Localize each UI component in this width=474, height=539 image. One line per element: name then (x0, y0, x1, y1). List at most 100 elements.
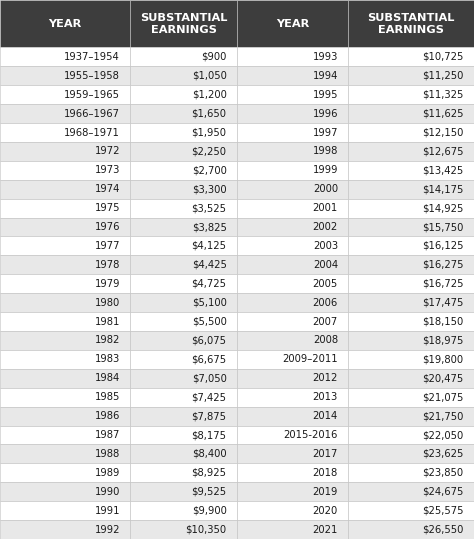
Bar (0, 142, 130, 161)
Text: $18,975: $18,975 (422, 335, 464, 345)
Text: 1981: 1981 (94, 316, 120, 327)
Bar (348, 274, 474, 293)
Bar (130, 0, 237, 47)
Bar (237, 274, 348, 293)
Text: 1973: 1973 (94, 165, 120, 175)
Text: 2020: 2020 (313, 506, 338, 516)
Bar (130, 388, 237, 406)
Text: $21,750: $21,750 (422, 411, 464, 421)
Bar (0, 406, 130, 426)
Bar (348, 142, 474, 161)
Text: 1998: 1998 (312, 147, 338, 156)
Bar (237, 369, 348, 388)
Bar (237, 104, 348, 123)
Bar (237, 123, 348, 142)
Bar (0, 445, 130, 464)
Text: 1976: 1976 (94, 222, 120, 232)
Text: 1994: 1994 (312, 71, 338, 81)
Bar (348, 312, 474, 331)
Text: 2000: 2000 (313, 184, 338, 194)
Text: $8,400: $8,400 (192, 449, 227, 459)
Text: $1,650: $1,650 (191, 108, 227, 119)
Bar (237, 142, 348, 161)
Text: 1992: 1992 (94, 524, 120, 535)
Bar (130, 482, 237, 501)
Bar (0, 199, 130, 218)
Bar (237, 331, 348, 350)
Text: 1975: 1975 (94, 203, 120, 213)
Bar (130, 142, 237, 161)
Text: $10,725: $10,725 (422, 52, 464, 62)
Text: $10,350: $10,350 (185, 524, 227, 535)
Text: $23,625: $23,625 (422, 449, 464, 459)
Text: $14,175: $14,175 (422, 184, 464, 194)
Text: $3,525: $3,525 (191, 203, 227, 213)
Text: 2014: 2014 (313, 411, 338, 421)
Bar (348, 293, 474, 312)
Bar (237, 0, 348, 47)
Text: 1974: 1974 (94, 184, 120, 194)
Text: $9,525: $9,525 (191, 487, 227, 497)
Text: 1997: 1997 (312, 128, 338, 137)
Text: $1,950: $1,950 (191, 128, 227, 137)
Text: 1999: 1999 (312, 165, 338, 175)
Bar (237, 501, 348, 520)
Bar (237, 85, 348, 104)
Bar (348, 0, 474, 47)
Bar (237, 482, 348, 501)
Text: 1995: 1995 (312, 89, 338, 100)
Text: 1987: 1987 (94, 430, 120, 440)
Text: 2018: 2018 (313, 468, 338, 478)
Bar (130, 85, 237, 104)
Bar (130, 312, 237, 331)
Bar (348, 520, 474, 539)
Text: 1986: 1986 (94, 411, 120, 421)
Text: $8,925: $8,925 (191, 468, 227, 478)
Bar (348, 66, 474, 85)
Bar (0, 293, 130, 312)
Bar (348, 47, 474, 66)
Bar (348, 426, 474, 445)
Bar (237, 312, 348, 331)
Text: $11,325: $11,325 (422, 89, 464, 100)
Bar (348, 199, 474, 218)
Bar (237, 388, 348, 406)
Text: 1982: 1982 (94, 335, 120, 345)
Bar (0, 388, 130, 406)
Bar (0, 255, 130, 274)
Text: 1996: 1996 (312, 108, 338, 119)
Bar (130, 104, 237, 123)
Bar (237, 161, 348, 180)
Text: YEAR: YEAR (276, 19, 310, 29)
Bar (0, 274, 130, 293)
Bar (348, 180, 474, 199)
Text: 2021: 2021 (312, 524, 338, 535)
Bar (130, 237, 237, 255)
Bar (237, 218, 348, 237)
Bar (0, 180, 130, 199)
Bar (348, 218, 474, 237)
Bar (348, 85, 474, 104)
Text: $21,075: $21,075 (422, 392, 464, 402)
Bar (237, 199, 348, 218)
Text: 1984: 1984 (95, 374, 120, 383)
Text: 1980: 1980 (95, 298, 120, 308)
Text: $16,725: $16,725 (422, 279, 464, 289)
Bar (237, 293, 348, 312)
Text: $11,250: $11,250 (422, 71, 464, 81)
Text: 1977: 1977 (94, 241, 120, 251)
Bar (130, 501, 237, 520)
Text: $6,075: $6,075 (191, 335, 227, 345)
Text: $8,175: $8,175 (191, 430, 227, 440)
Bar (0, 0, 130, 47)
Bar (0, 66, 130, 85)
Bar (348, 464, 474, 482)
Text: $7,050: $7,050 (191, 374, 227, 383)
Bar (0, 123, 130, 142)
Bar (0, 501, 130, 520)
Bar (130, 350, 237, 369)
Text: 2012: 2012 (312, 374, 338, 383)
Text: $1,200: $1,200 (191, 89, 227, 100)
Text: $4,125: $4,125 (191, 241, 227, 251)
Text: $14,925: $14,925 (422, 203, 464, 213)
